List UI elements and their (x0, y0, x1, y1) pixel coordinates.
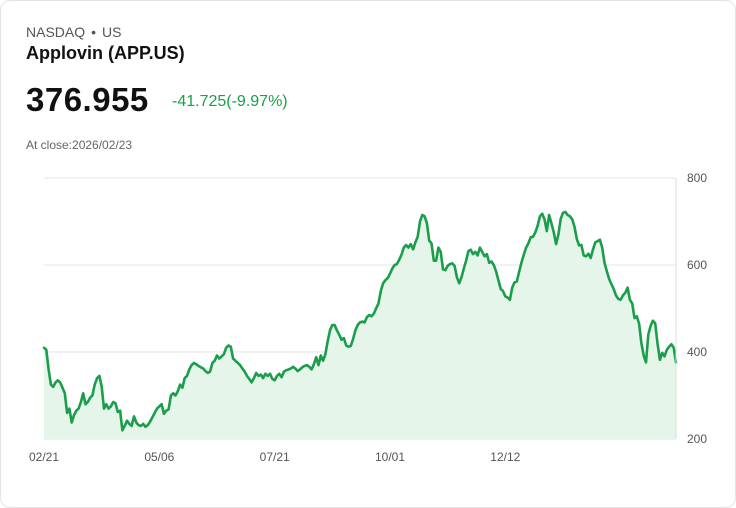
y-tick-label: 200 (687, 432, 707, 446)
price-line[interactable] (42, 210, 678, 432)
separator-dot: • (91, 24, 97, 40)
price-change: -41.725(-9.97%) (172, 93, 288, 110)
x-tick-label: 05/06 (144, 450, 174, 464)
y-tick-label: 600 (687, 258, 707, 272)
y-tick-label: 800 (687, 171, 707, 185)
stock-title: Applovin (APP.US) (26, 43, 185, 63)
x-tick-label: 07/21 (260, 450, 290, 464)
x-axis-ticks: 02/21 05/06 07/21 10/01 12/12 (29, 450, 521, 464)
price-chart[interactable]: 200 400 600 800 02/21 05/06 07/21 10/01 12/12 (1, 161, 736, 471)
region-name: US (102, 24, 122, 40)
exchange-name: NASDAQ (26, 24, 86, 40)
exchange-line: NASDAQ • US (26, 24, 121, 40)
x-tick-label: 12/12 (490, 450, 520, 464)
y-tick-label: 400 (687, 345, 707, 359)
x-tick-label: 10/01 (375, 450, 405, 464)
y-axis-ticks: 200 400 600 800 (687, 171, 707, 446)
current-price: 376.955 (26, 81, 149, 118)
x-tick-label: 02/21 (29, 450, 59, 464)
close-timestamp: At close:2026/02/23 (26, 138, 133, 152)
price-area-fill (44, 211, 676, 439)
